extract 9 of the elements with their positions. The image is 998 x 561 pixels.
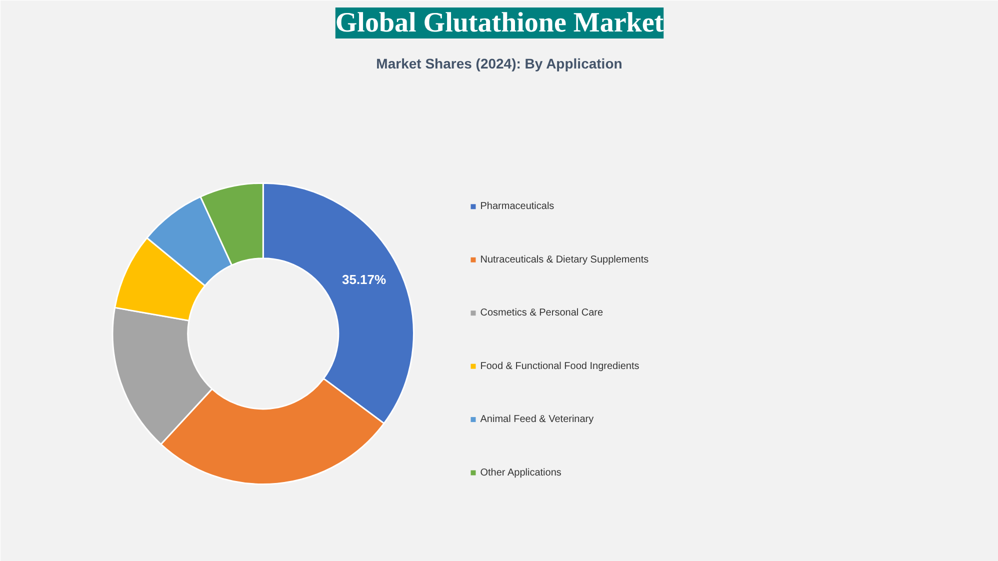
data-label: 35.17%	[342, 272, 387, 288]
legend-label: Food & Functional Food Ingredients	[480, 360, 640, 372]
chart-subtitle: Market Shares (2024): By Application	[376, 56, 622, 72]
legend-label: Animal Feed & Veterinary	[480, 414, 594, 426]
legend-label: Pharmaceuticals	[480, 201, 554, 212]
legend-label: Nutraceuticals & Dietary Supplements	[480, 254, 649, 266]
chart-title: Global Glutathione Market	[335, 8, 664, 38]
legend-label: Other Applications	[480, 467, 562, 478]
legend-label: Cosmetics & Personal Care	[480, 308, 604, 319]
